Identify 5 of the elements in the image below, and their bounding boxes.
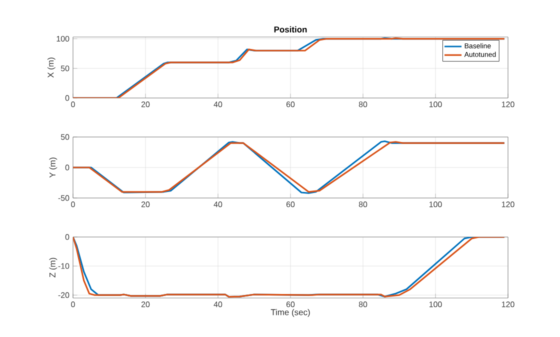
- x-axis-title: Time (sec): [270, 309, 310, 317]
- y-axis-title: Y (m): [49, 158, 58, 178]
- y-axis-title: Z (m): [49, 258, 58, 278]
- chart-title: Position: [274, 26, 307, 32]
- y-axis-title: X (m): [47, 58, 56, 78]
